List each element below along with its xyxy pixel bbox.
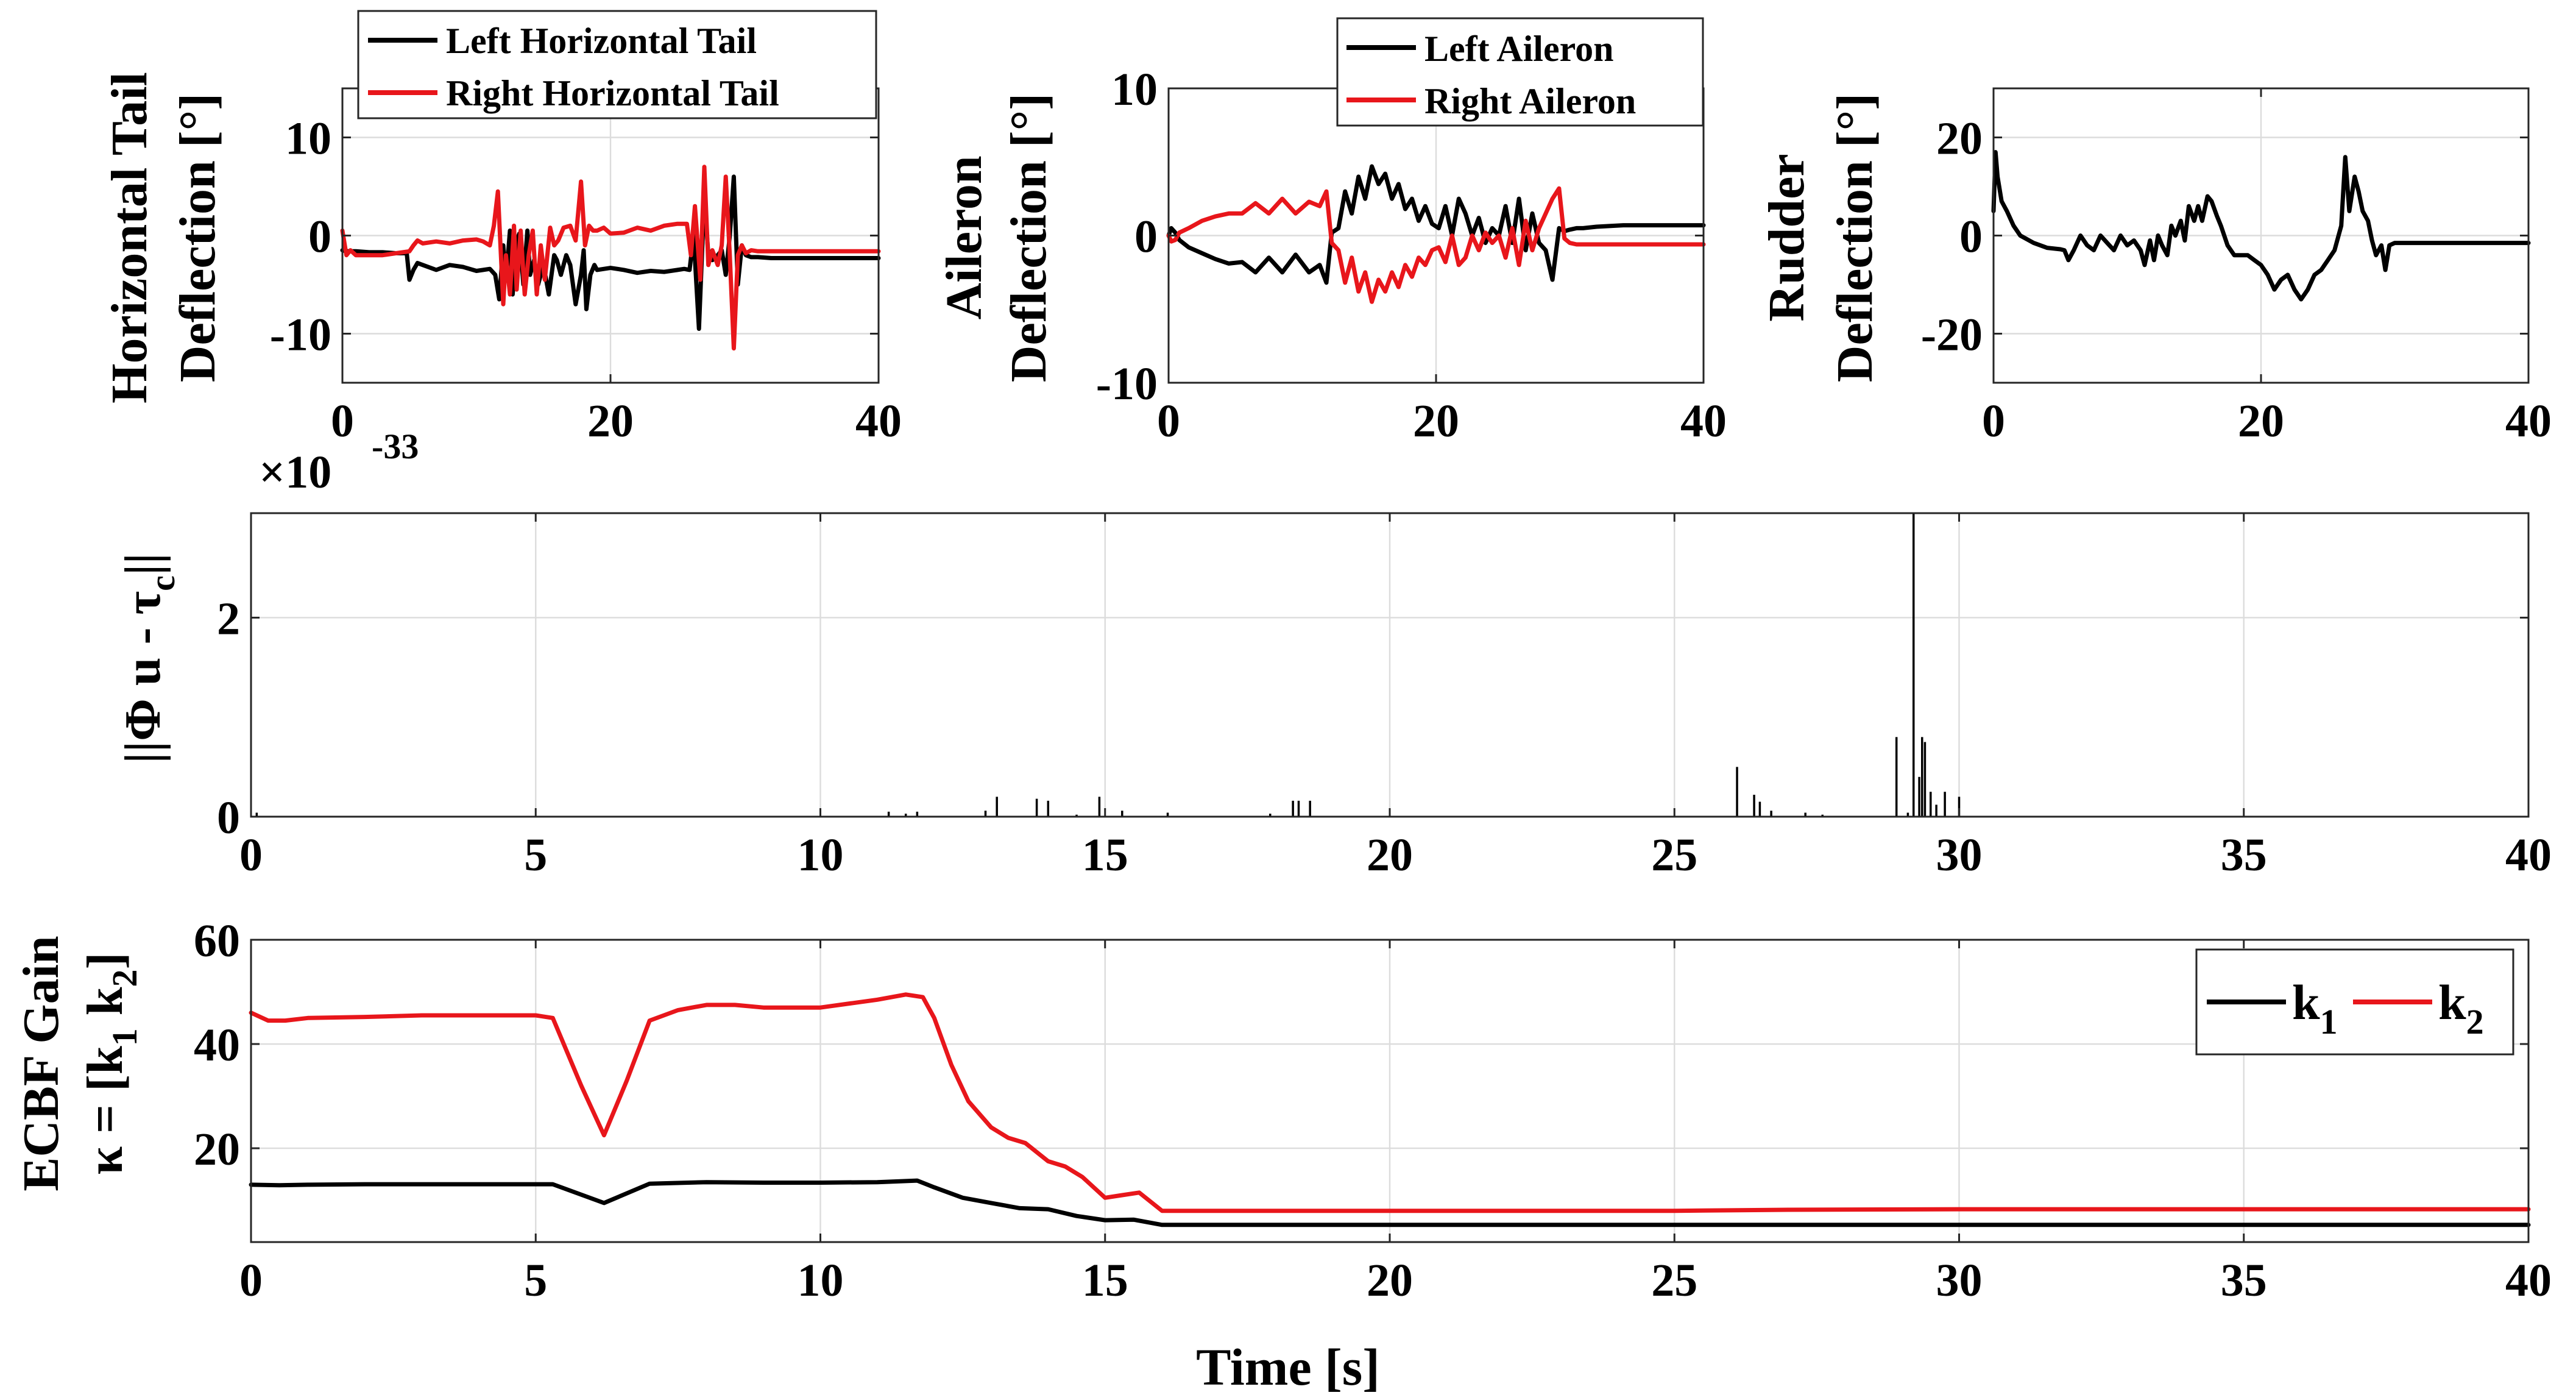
htail-x-tick-label: 20: [587, 396, 634, 447]
htail-y-tick-label: -10: [270, 310, 331, 361]
rudder-ylabel-line2: Deflection [°]: [1827, 93, 1883, 382]
panel-rudder: 0 20 40 -20 0 20 Rudder Deflection [°]: [1758, 87, 2552, 447]
rudder-x-tick-label: 0: [1982, 396, 2005, 447]
rudder-x-tick-label: 40: [2505, 396, 2552, 447]
residual-y-tick-label: 0: [217, 792, 240, 843]
aileron-y-tick-label: 0: [1134, 211, 1158, 263]
gain-y-tick-label: 60: [194, 915, 240, 967]
htail-x-tick-label: 0: [331, 396, 354, 447]
residual-ylabel-post: ||: [115, 553, 171, 575]
gain-ylabel-line2: κ = [k1 k2]: [77, 953, 144, 1175]
residual-x-tick-label: 10: [798, 829, 844, 881]
htail-series-2-line: [340, 165, 881, 351]
panel-residual: 0 5 10 15 20 25 30 35 40 0 2 ×10 -33 ||Φ u - τc||: [115, 427, 2552, 881]
x-axis-title: Time [s]: [1196, 1338, 1380, 1392]
aileron-x-tick-label: 20: [1413, 396, 1459, 447]
htail-legend[interactable]: Left Horizontal Tail Right Horizontal Ta…: [357, 10, 877, 119]
residual-x-tick-label: 25: [1651, 829, 1697, 881]
gain-ylabel-mid: k: [77, 987, 133, 1028]
residual-x-tick-label: 15: [1082, 829, 1128, 881]
residual-exponent-base: ×10: [259, 447, 331, 498]
htail-ylabel-line2: Deflection [°]: [169, 93, 226, 382]
gain-x-tick-label: 0: [239, 1255, 263, 1306]
gain-x-tick-label: 35: [2221, 1255, 2267, 1306]
htail-y-tick-label: 0: [308, 211, 331, 263]
aileron-ylabel-line2: Deflection [°]: [1000, 93, 1057, 382]
gain-x-tick-label: 30: [1936, 1255, 1983, 1306]
htail-y-tick-label: 10: [285, 113, 331, 165]
residual-y-tick-label: 2: [217, 593, 240, 644]
aileron-legend-box: [1336, 17, 1704, 127]
gain-ylabel-sub2: 2: [105, 970, 144, 987]
gain-legend-k1-label: k1: [2292, 975, 2338, 1042]
aileron-ylabel-line1: Aileron: [936, 155, 993, 319]
rudder-x-tick-label: 20: [2238, 396, 2284, 447]
htail-legend-right-label: Right Horizontal Tail: [446, 73, 779, 113]
rudder-y-tick-label: 0: [1959, 211, 1983, 263]
aileron-x-tick-label: 0: [1157, 396, 1180, 447]
residual-x-tick-label: 40: [2505, 829, 2552, 881]
gain-ylabel-sub1: 1: [105, 1028, 144, 1046]
residual-x-tick-label: 5: [524, 829, 547, 881]
gain-y-tick-label: 20: [194, 1124, 240, 1175]
gain-legend-k2-k: k: [2438, 975, 2466, 1030]
gain-y-tick-label: 40: [194, 1020, 240, 1071]
aileron-legend-left-label: Left Aileron: [1424, 29, 1614, 69]
rudder-y-tick-label: 20: [1936, 113, 1983, 165]
residual-x-tick-label: 35: [2221, 829, 2267, 881]
gain-legend[interactable]: k1 k2: [2195, 948, 2514, 1056]
plot-area-rudder: 0 20 40 -20 0 20: [1921, 87, 2552, 447]
aileron-legend-right-label: Right Aileron: [1424, 81, 1636, 121]
gain-ylabel-line1: ECBF Gain: [13, 936, 69, 1191]
gain-ylabel-post: ]: [77, 953, 133, 970]
htail-legend-left-label: Left Horizontal Tail: [446, 21, 757, 61]
gain-x-tick-label: 25: [1651, 1255, 1697, 1306]
gain-x-tick-label: 40: [2505, 1255, 2552, 1306]
residual-exponent: -33: [372, 427, 419, 466]
gain-series-2-line: [249, 992, 2531, 1213]
plot-area-gain: 0 5 10 15 20 25 30 35 40 20 40 60: [194, 915, 2552, 1306]
residual-x-tick-label: 0: [239, 829, 263, 881]
aileron-y-tick-label: 10: [1111, 64, 1158, 115]
rudder-series-1-line: [1991, 150, 2531, 302]
aileron-legend[interactable]: Left Aileron Right Aileron: [1336, 17, 1704, 127]
aileron-x-tick-label: 40: [1680, 396, 1727, 447]
aileron-series-2-line: [1166, 186, 1706, 304]
gain-series-1-line: [249, 1178, 2531, 1227]
gain-ylabel-pre: κ = [k: [77, 1046, 133, 1174]
gain-x-tick-label: 10: [798, 1255, 844, 1306]
gain-legend-k1-sub: 1: [2320, 1002, 2338, 1042]
htail-series-1-line: [340, 174, 881, 331]
residual-x-tick-label: 20: [1367, 829, 1413, 881]
rudder-ylabel-line1: Rudder: [1758, 154, 1815, 321]
gain-legend-k1-k: k: [2292, 975, 2320, 1030]
htail-x-tick-label: 40: [855, 396, 902, 447]
aileron-series-1-line: [1166, 164, 1706, 285]
residual-ylabel-pre: ||Φ u - τ: [115, 591, 171, 764]
htail-legend-box: [357, 10, 877, 119]
residual-ylabel-sub: c: [143, 575, 182, 591]
residual-x-tick-label: 30: [1936, 829, 1983, 881]
gain-x-tick-label: 5: [524, 1255, 547, 1306]
htail-ylabel-line1: Horizontal Tail: [101, 72, 158, 403]
gain-legend-k2-sub: 2: [2466, 1002, 2484, 1042]
gain-x-tick-label: 20: [1367, 1255, 1413, 1306]
aileron-y-tick-label: -10: [1096, 358, 1158, 410]
gain-legend-k2-label: k2: [2438, 975, 2484, 1042]
residual-ylabel: ||Φ u - τc||: [115, 553, 182, 764]
rudder-y-tick-label: -20: [1921, 310, 1983, 361]
gain-x-tick-label: 15: [1082, 1255, 1128, 1306]
plot-area-residual: 0 5 10 15 20 25 30 35 40 0 2: [217, 512, 2552, 881]
